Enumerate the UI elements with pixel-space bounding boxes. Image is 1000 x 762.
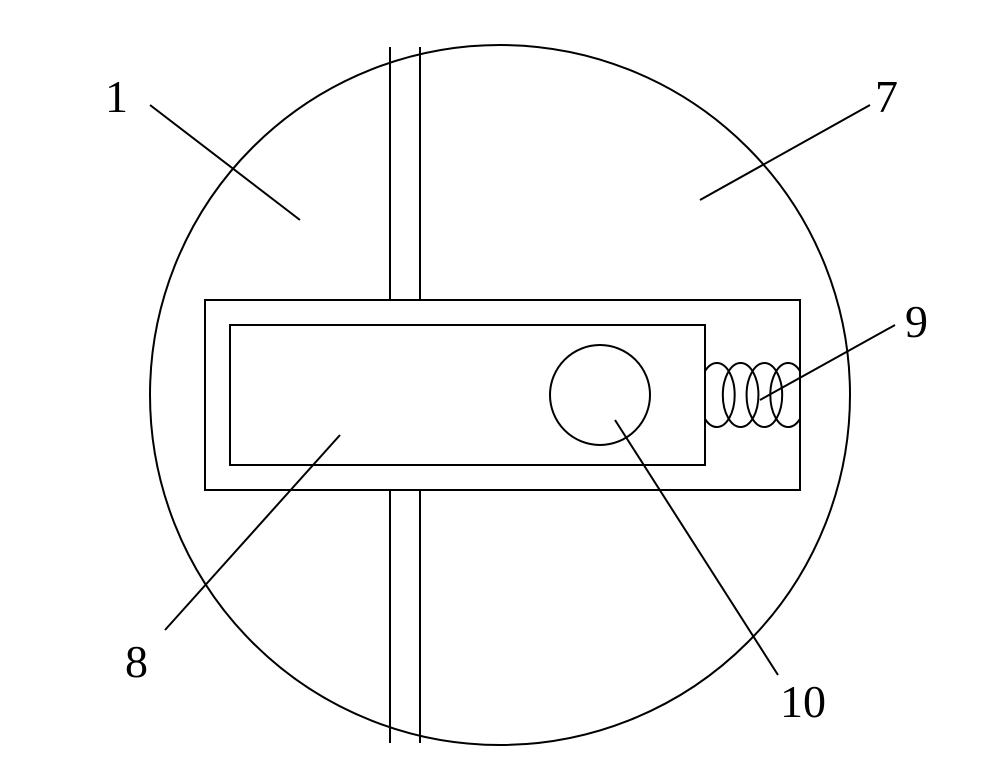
- diagram-svg: [0, 0, 1000, 762]
- leader-7: [700, 105, 870, 200]
- label-7: 7: [875, 70, 898, 123]
- leader-1: [150, 105, 300, 220]
- inner-rect: [230, 325, 705, 465]
- label-9: 9: [905, 295, 928, 348]
- label-1: 1: [105, 70, 128, 123]
- label-8: 8: [125, 635, 148, 688]
- diagram-container: 1 7 9 8 10: [0, 0, 1000, 762]
- label-10: 10: [780, 675, 826, 728]
